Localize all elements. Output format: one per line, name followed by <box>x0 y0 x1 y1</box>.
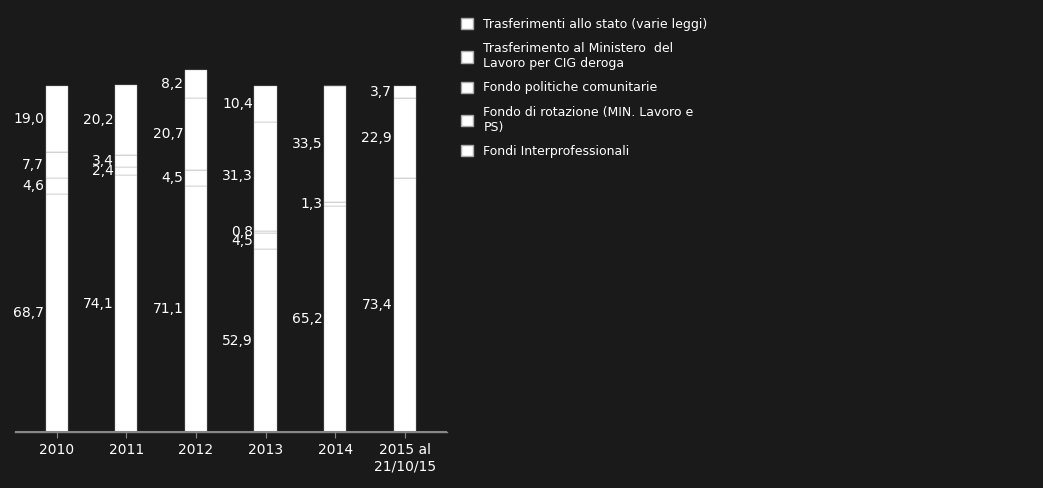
Text: 22,9: 22,9 <box>362 131 392 145</box>
Text: 31,3: 31,3 <box>222 169 253 183</box>
Text: 74,1: 74,1 <box>83 297 114 311</box>
Bar <box>115 167 138 175</box>
Bar <box>46 194 68 432</box>
Bar <box>185 99 208 170</box>
Text: 20,2: 20,2 <box>83 113 114 127</box>
Bar <box>254 230 276 233</box>
Text: 71,1: 71,1 <box>152 302 184 316</box>
Text: 4,6: 4,6 <box>22 179 44 193</box>
Bar <box>393 85 416 99</box>
Bar <box>393 178 416 432</box>
Bar <box>46 85 68 151</box>
Bar <box>115 175 138 432</box>
Text: 65,2: 65,2 <box>292 312 322 326</box>
Bar <box>254 249 276 432</box>
Legend: Trasferimenti allo stato (varie leggi), Trasferimento al Ministero  del
Lavoro p: Trasferimenti allo stato (varie leggi), … <box>457 14 711 162</box>
Bar <box>185 170 208 186</box>
Bar <box>185 70 208 99</box>
Text: 3,4: 3,4 <box>92 154 114 168</box>
Bar <box>254 122 276 230</box>
Bar <box>115 85 138 155</box>
Text: 8,2: 8,2 <box>162 77 184 91</box>
Bar <box>324 206 346 432</box>
Text: 4,5: 4,5 <box>162 171 184 185</box>
Text: 52,9: 52,9 <box>222 334 253 347</box>
Text: 3,7: 3,7 <box>370 85 392 99</box>
Bar <box>46 178 68 194</box>
Text: 19,0: 19,0 <box>14 112 44 125</box>
Bar <box>324 85 346 202</box>
Text: 2,4: 2,4 <box>92 164 114 178</box>
Text: 33,5: 33,5 <box>292 137 322 151</box>
Text: 20,7: 20,7 <box>153 127 184 142</box>
Text: 68,7: 68,7 <box>14 306 44 320</box>
Text: 73,4: 73,4 <box>362 298 392 312</box>
Bar <box>393 99 416 178</box>
Bar <box>185 186 208 432</box>
Text: 4,5: 4,5 <box>232 234 253 248</box>
Bar <box>115 155 138 167</box>
Bar <box>254 233 276 249</box>
Bar <box>254 86 276 122</box>
Bar <box>324 202 346 206</box>
Bar <box>46 151 68 178</box>
Text: 7,7: 7,7 <box>22 158 44 172</box>
Text: 10,4: 10,4 <box>222 97 253 111</box>
Text: 0,8: 0,8 <box>232 225 253 239</box>
Text: 1,3: 1,3 <box>300 197 322 211</box>
